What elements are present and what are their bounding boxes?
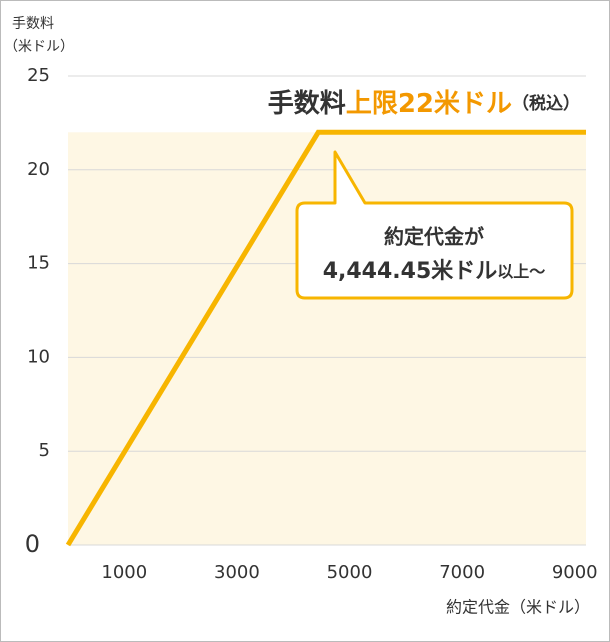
- y-axis-label: （米ドル）: [4, 39, 74, 55]
- title-part: （税込）: [512, 93, 580, 114]
- x-tick-label: 1000: [101, 562, 147, 583]
- y-tick-label: 20: [27, 159, 50, 180]
- y-tick-label: 15: [27, 253, 50, 274]
- y-tick-label: 0: [25, 530, 40, 558]
- callout-part: 以上～: [497, 262, 545, 281]
- x-axis-label: 約定代金（米ドル）: [446, 598, 590, 617]
- x-tick-label: 9000: [552, 562, 598, 583]
- title-part: 上限22米ドル: [346, 89, 512, 119]
- x-tick-label: 7000: [439, 562, 485, 583]
- title-part: 手数料: [268, 89, 346, 119]
- x-tick-label: 5000: [327, 562, 373, 583]
- y-tick-label: 25: [27, 65, 50, 86]
- line: [65, 129, 586, 547]
- y-tick-label: 5: [39, 440, 50, 461]
- callout-part: 4,444.45米ドル: [323, 259, 498, 284]
- plot: 0 5 10 15 20 25 1000 3000 5000 7000 9000: [25, 65, 598, 583]
- chart-title: 手数料上限22米ドル（税込）: [268, 89, 580, 119]
- cap-area: [68, 132, 586, 545]
- callout-box: [295, 150, 574, 300]
- y-tick-label: 10: [27, 346, 50, 367]
- y-axis-label: 手数料: [12, 16, 54, 32]
- callout-text: 約定代金が: [384, 225, 484, 249]
- x-tick-label: 3000: [214, 562, 260, 583]
- callout-text: 4,444.45米ドル以上～: [323, 259, 546, 284]
